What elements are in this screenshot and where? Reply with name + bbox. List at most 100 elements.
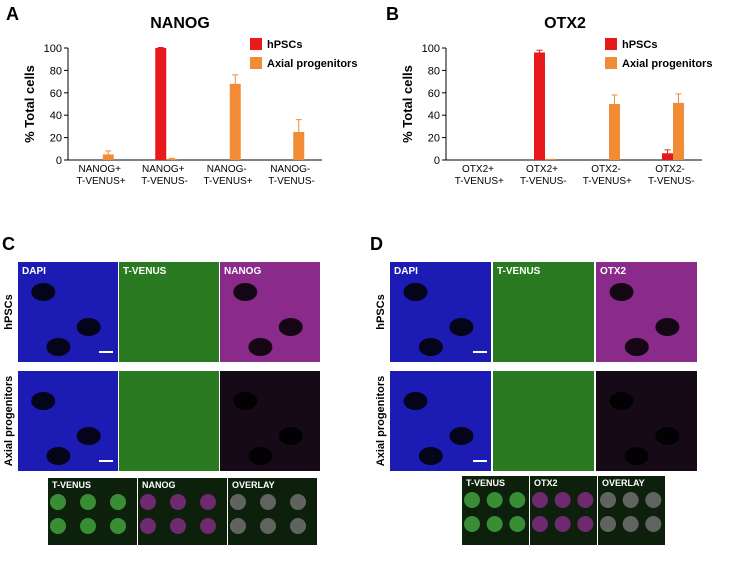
nucleus <box>170 518 186 534</box>
nucleus <box>110 518 126 534</box>
colony-gap <box>46 447 71 465</box>
nucleus <box>464 516 480 532</box>
nucleus <box>80 494 96 510</box>
nucleus <box>110 494 126 510</box>
error-bar <box>664 149 671 154</box>
y-tick-label: 80 <box>428 65 440 77</box>
panel-letter: B <box>386 4 399 24</box>
y-tick-label: 20 <box>428 133 440 145</box>
y-tick-label: 80 <box>50 65 62 77</box>
colony-gap <box>76 427 101 445</box>
nucleus <box>230 518 246 534</box>
row-label: hPSCs <box>3 294 15 329</box>
bar <box>102 154 114 160</box>
nucleus <box>509 492 526 508</box>
x-tick-label: NANOG- T-VENUS- <box>266 164 315 187</box>
nucleus <box>577 492 594 508</box>
column-label: OTX2 <box>600 266 627 277</box>
nucleus <box>200 494 216 510</box>
nucleus <box>554 492 571 508</box>
column-label: NANOG <box>224 266 261 277</box>
nucleus <box>532 516 548 532</box>
colony-gap <box>76 318 101 336</box>
x-tick-label: OTX2+ T-VENUS- <box>517 164 566 187</box>
legend-swatch <box>250 38 262 50</box>
y-tick-label: 60 <box>50 88 62 100</box>
y-tick-label: 40 <box>50 110 62 122</box>
nucleus <box>140 518 156 534</box>
inset-label: T-VENUS <box>466 478 505 488</box>
panel-letter: A <box>6 4 19 24</box>
error-bar <box>295 119 302 132</box>
x-tick-label: NANOG+ T-VENUS+ <box>74 164 126 187</box>
colony-gap <box>403 392 428 410</box>
nucleus <box>622 492 639 508</box>
inset-micrograph <box>48 478 137 545</box>
inset-label: OVERLAY <box>602 478 645 488</box>
nucleus <box>645 516 662 532</box>
nucleus <box>577 516 594 532</box>
inset-micrograph <box>462 476 529 545</box>
nucleus <box>509 516 526 532</box>
y-axis-label: % Total cells <box>400 65 415 143</box>
micrograph <box>493 262 594 362</box>
y-tick-label: 40 <box>428 110 440 122</box>
x-tick-label: NANOG+ T-VENUS- <box>139 164 188 187</box>
colony-gap <box>233 283 258 301</box>
colony-gap <box>248 447 273 465</box>
y-tick-label: 100 <box>44 43 62 55</box>
nucleus <box>170 494 186 510</box>
inset-label: OVERLAY <box>232 480 275 490</box>
bar <box>166 158 178 160</box>
nucleus <box>200 518 216 534</box>
legend-swatch <box>605 38 617 50</box>
bar <box>229 83 241 160</box>
nucleus <box>486 492 503 508</box>
colony-gap <box>278 318 303 336</box>
x-tick-label: OTX2- T-VENUS- <box>645 164 694 187</box>
micrograph <box>119 371 219 471</box>
colony-gap <box>418 338 443 356</box>
colony-gap <box>624 338 649 356</box>
row-label: Axial progenitors <box>375 376 387 466</box>
nucleus <box>230 494 246 510</box>
nucleus <box>80 518 96 534</box>
bar <box>662 153 673 160</box>
legend-swatch <box>250 57 262 69</box>
colony-gap <box>233 392 258 410</box>
micrograph <box>493 371 594 471</box>
error-bar <box>675 93 682 103</box>
bar <box>155 48 167 160</box>
legend-label: Axial progenitors <box>622 58 712 70</box>
colony-gap <box>655 427 680 445</box>
inset-micrograph <box>228 478 317 545</box>
nucleus <box>50 518 66 534</box>
error-bar <box>536 49 543 53</box>
column-label: T-VENUS <box>123 266 167 277</box>
legend-label: Axial progenitors <box>267 58 357 70</box>
inset-label: NANOG <box>142 480 176 490</box>
x-tick-label: OTX2+ T-VENUS+ <box>452 164 504 187</box>
x-tick-label: OTX2- T-VENUS+ <box>580 164 632 187</box>
bar <box>673 102 684 160</box>
legend-label: hPSCs <box>267 39 302 51</box>
colony-gap <box>449 427 474 445</box>
colony-gap <box>248 338 273 356</box>
micrograph <box>119 262 219 362</box>
nucleus <box>140 494 156 510</box>
row-label: hPSCs <box>375 294 387 329</box>
nucleus <box>600 492 616 508</box>
y-tick-label: 0 <box>434 155 440 167</box>
error-bar <box>105 150 112 155</box>
legend-label: hPSCs <box>622 39 657 51</box>
nucleus <box>260 494 276 510</box>
y-tick-label: 20 <box>50 133 62 145</box>
colony-gap <box>624 447 649 465</box>
y-axis-label: % Total cells <box>22 65 37 143</box>
column-label: T-VENUS <box>497 266 541 277</box>
colony-gap <box>418 447 443 465</box>
colony-gap <box>655 318 680 336</box>
legend-swatch <box>605 57 617 69</box>
inset-label: OTX2 <box>534 478 558 488</box>
